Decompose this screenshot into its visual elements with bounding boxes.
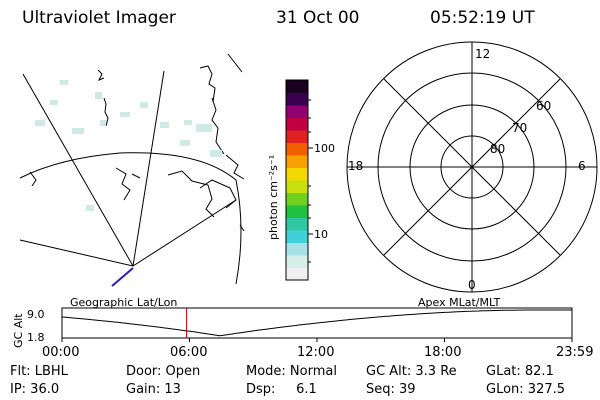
lat-label-70: 70 bbox=[512, 121, 527, 135]
meridian-line bbox=[132, 199, 237, 267]
colorbar-band bbox=[286, 155, 308, 168]
colorbar-band bbox=[286, 217, 308, 231]
filter-info: Flt: LBHL bbox=[10, 364, 68, 379]
mode-info: Mode: Normal bbox=[246, 364, 337, 379]
date-label: 31 Oct 00 bbox=[276, 8, 360, 28]
colorbar-unit-label: photon cm⁻²s⁻¹ bbox=[267, 155, 280, 240]
timeline-xtick-1800: 18:00 bbox=[424, 345, 462, 360]
mlt-label-12: 12 bbox=[475, 47, 490, 61]
colorbar-band bbox=[286, 180, 308, 193]
instrument-title: Ultraviolet Imager bbox=[22, 8, 176, 28]
mlt-label-6: 6 bbox=[578, 159, 586, 173]
timeline-xtick-0600: 06:00 bbox=[170, 345, 208, 360]
coastline bbox=[103, 97, 109, 127]
colorbar-band bbox=[286, 255, 308, 268]
glon-info: GLon: 327.5 bbox=[486, 382, 566, 397]
coastline bbox=[115, 167, 131, 201]
colorbar-band bbox=[286, 80, 308, 93]
meridian-line bbox=[132, 70, 165, 267]
timeline-xtick-0000: 00:00 bbox=[42, 345, 80, 360]
time-label: 05:52:19 UT bbox=[430, 8, 535, 28]
colorbar-band bbox=[286, 242, 308, 256]
door-info: Door: Open bbox=[126, 364, 201, 379]
timeline-left-label: Geographic Lat/Lon bbox=[70, 296, 177, 309]
geographic-map bbox=[19, 53, 245, 285]
colorbar-tick-100: 100 bbox=[314, 142, 335, 155]
colorbar-ticks bbox=[308, 99, 313, 263]
coastline bbox=[167, 170, 215, 218]
coastline bbox=[239, 224, 245, 232]
satellite-track bbox=[111, 267, 134, 287]
glat-info: GLat: 82.1 bbox=[486, 364, 554, 379]
lat-label-60: 60 bbox=[536, 99, 551, 113]
coastline bbox=[29, 171, 37, 187]
dsp-info: Dsp: 6.1 bbox=[246, 382, 317, 397]
colorbar-band bbox=[286, 105, 308, 118]
coastline bbox=[131, 173, 141, 179]
gc-alt-info: GC Alt: 3.3 Re bbox=[366, 364, 457, 379]
meridian-line bbox=[22, 73, 134, 267]
colorbar-band bbox=[286, 230, 308, 243]
colorbar-tick-10: 10 bbox=[314, 228, 328, 241]
coastline bbox=[199, 65, 216, 103]
aurora-speckles bbox=[35, 80, 222, 211]
meridian-line bbox=[19, 239, 134, 267]
colorbar bbox=[286, 80, 308, 281]
lat-label-80: 80 bbox=[490, 142, 505, 156]
colorbar-band bbox=[286, 142, 308, 156]
colorbar-band bbox=[286, 92, 308, 106]
timeline-xticks bbox=[61, 338, 573, 342]
coastline bbox=[199, 179, 237, 209]
colorbar-frame bbox=[285, 79, 309, 281]
coastline bbox=[227, 53, 243, 73]
timeline-ytick-top: 9.0 bbox=[27, 308, 45, 321]
timeline-ytick-bottom: 1.8 bbox=[27, 331, 45, 344]
colorbar-band bbox=[286, 130, 308, 143]
colorbar-band bbox=[286, 117, 308, 131]
colorbar-band bbox=[286, 192, 308, 206]
gain-info: Gain: 13 bbox=[126, 382, 181, 397]
timeline-xtick-2359: 23:59 bbox=[556, 345, 594, 360]
timeline-right-label: Apex MLat/MLT bbox=[418, 296, 501, 309]
polar-plot bbox=[346, 41, 598, 293]
coastline bbox=[97, 69, 105, 81]
coastline bbox=[211, 97, 225, 155]
colorbar-band bbox=[286, 205, 308, 218]
timeline-axis-title: GC Alt bbox=[12, 313, 25, 348]
colorbar-band bbox=[286, 267, 308, 281]
colorbar-band bbox=[286, 167, 308, 181]
altitude-curve bbox=[61, 309, 572, 337]
mlt-label-0: 0 bbox=[468, 278, 476, 292]
coastline bbox=[225, 154, 245, 180]
mlt-diagonal bbox=[383, 78, 561, 256]
latitude-circle bbox=[19, 152, 242, 285]
mlt-label-18: 18 bbox=[348, 159, 363, 173]
ip-info: IP: 36.0 bbox=[10, 382, 60, 397]
timeline-xtick-1200: 12:00 bbox=[297, 345, 335, 360]
seq-info: Seq: 39 bbox=[366, 382, 416, 397]
